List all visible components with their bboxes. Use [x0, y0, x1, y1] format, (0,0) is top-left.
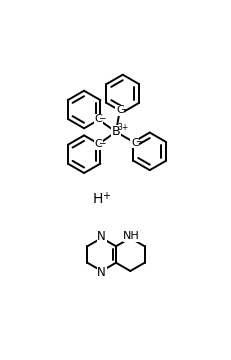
Text: C: C — [94, 139, 102, 149]
Text: +: + — [102, 191, 110, 201]
Text: H: H — [92, 193, 102, 207]
Text: N: N — [97, 230, 106, 243]
Text: −: − — [134, 136, 142, 145]
Text: C: C — [94, 114, 102, 124]
Text: C: C — [116, 105, 123, 116]
Text: −: − — [98, 138, 105, 147]
Text: −: − — [119, 104, 127, 113]
Text: −: − — [98, 113, 105, 122]
Text: 3+: 3+ — [117, 123, 128, 132]
Text: NH: NH — [122, 231, 139, 241]
Text: B: B — [111, 125, 120, 138]
Text: N: N — [97, 266, 106, 279]
Text: C: C — [131, 138, 138, 148]
